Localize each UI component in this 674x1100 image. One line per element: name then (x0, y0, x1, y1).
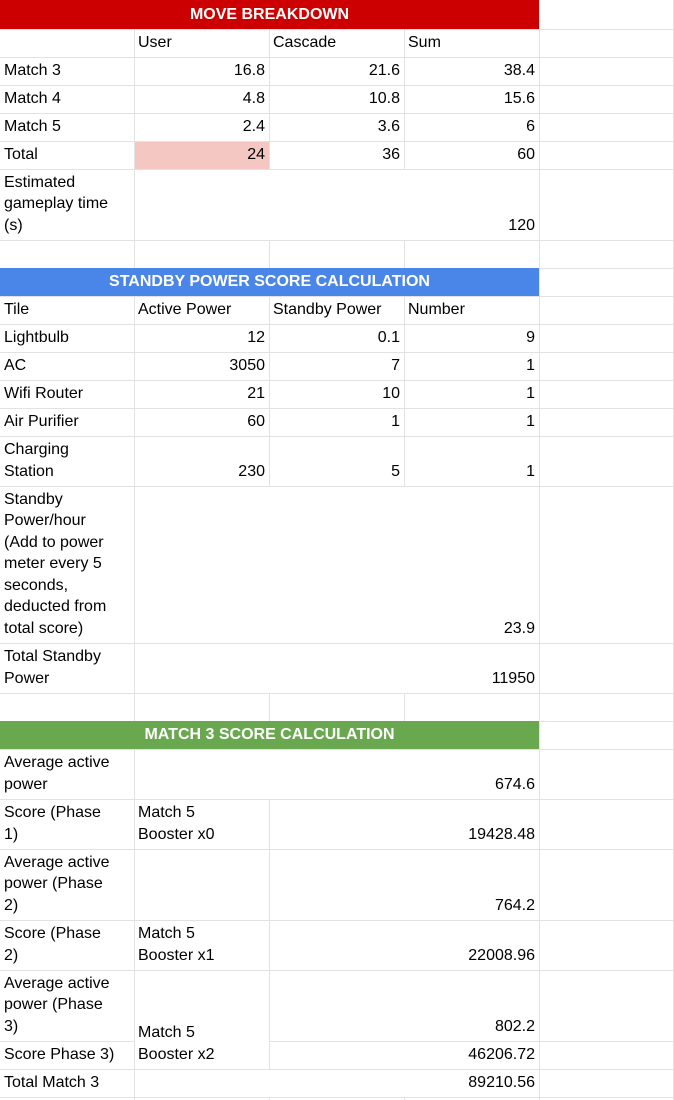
row-label-total-match3[interactable]: Total Match 3 (4, 1073, 100, 1091)
row-label-gameplay-time[interactable]: Estimated gameplay time (s) (4, 173, 109, 234)
row-label-air-purifier[interactable]: Air Purifier (4, 412, 79, 430)
col-header-active-power[interactable]: Active Power (138, 300, 232, 318)
cell-cascade[interactable]: 3.6 (377, 117, 400, 135)
cell-active[interactable]: 21 (247, 384, 265, 402)
row-label-score-phase2[interactable]: Score (Phase 2) (4, 925, 101, 964)
cell-user-total-highlighted[interactable]: 24 (135, 142, 269, 169)
cell-score-phase3[interactable]: 46206.72 (468, 1045, 535, 1063)
row-label-lightbulb[interactable]: Lightbulb (4, 328, 69, 346)
row-label-match4[interactable]: Match 4 (4, 89, 61, 107)
cell-user[interactable]: 4.8 (242, 89, 265, 107)
cell-active[interactable]: 230 (238, 462, 265, 480)
cell-gameplay-time[interactable]: 120 (508, 216, 535, 234)
cell-score-phase1[interactable]: 19428.48 (468, 825, 535, 843)
cell-standby[interactable]: 0.1 (377, 328, 400, 346)
row-label-ac[interactable]: AC (4, 356, 27, 374)
row-label-total[interactable]: Total (4, 145, 38, 163)
grid-line (539, 0, 540, 1100)
cell-standby[interactable]: 10 (382, 384, 400, 402)
cell-number[interactable]: 9 (526, 328, 535, 346)
cell-active[interactable]: 3050 (229, 356, 265, 374)
cell-sum[interactable]: 38.4 (503, 61, 535, 79)
cell-average-active-power[interactable]: 674.6 (494, 775, 535, 793)
cell-number[interactable]: 1 (526, 412, 535, 430)
cell-total-standby[interactable]: 11950 (491, 669, 535, 687)
cell-average-phase2[interactable]: 764.2 (494, 896, 535, 914)
cell-user[interactable]: 2.4 (242, 117, 265, 135)
standby-power-title: STANDBY POWER SCORE CALCULATION (109, 273, 430, 290)
cell-number[interactable]: 1 (526, 384, 535, 402)
row-label-standby-per-hour[interactable]: Standby Power/hour (Add to power meter e… (4, 490, 107, 637)
row-label-score-phase1[interactable]: Score (Phase 1) (4, 804, 101, 843)
cell-sum[interactable]: 60 (517, 145, 535, 163)
cell-booster-x0[interactable]: Match 5 Booster x0 (138, 804, 215, 843)
cell-cascade[interactable]: 36 (382, 145, 400, 163)
cell-cascade[interactable]: 10.8 (368, 89, 400, 107)
move-breakdown-header: MOVE BREAKDOWN (0, 0, 539, 29)
standby-power-header: STANDBY POWER SCORE CALCULATION (0, 268, 539, 296)
row-label-match5[interactable]: Match 5 (4, 117, 61, 135)
row-label-score-phase3[interactable]: Score Phase 3) (4, 1045, 115, 1063)
match3-header: MATCH 3 SCORE CALCULATION (0, 721, 539, 749)
row-label-total-standby[interactable]: Total Standby Power (4, 648, 101, 687)
row-label-average-phase2[interactable]: Average active power (Phase 2) (4, 853, 110, 914)
cell-standby-per-hour[interactable]: 23.9 (503, 619, 535, 637)
move-breakdown-title: MOVE BREAKDOWN (189, 5, 350, 23)
cell-user[interactable]: 16.8 (233, 61, 265, 79)
col-header-user[interactable]: User (138, 33, 172, 51)
match3-title: MATCH 3 SCORE CALCULATION (144, 726, 395, 743)
col-header-number[interactable]: Number (408, 300, 465, 318)
grid-line (134, 0, 135, 1100)
cell-sum[interactable]: 15.6 (503, 89, 535, 107)
row-label-average-active-power[interactable]: Average active power (4, 754, 110, 793)
col-header-tile[interactable]: Tile (4, 300, 30, 318)
cell-number[interactable]: 1 (526, 356, 535, 374)
cell-standby[interactable]: 1 (391, 412, 400, 430)
cell-standby[interactable]: 7 (391, 356, 400, 374)
cell-active[interactable]: 60 (247, 412, 265, 430)
cell-active[interactable]: 12 (247, 328, 265, 346)
col-header-sum[interactable]: Sum (408, 33, 441, 51)
col-header-standby-power[interactable]: Standby Power (273, 300, 382, 318)
cell-cascade[interactable]: 21.6 (368, 61, 400, 79)
cell-number[interactable]: 1 (526, 462, 535, 480)
row-label-charging-station[interactable]: Charging Station (4, 441, 69, 480)
cell-standby[interactable]: 5 (391, 462, 400, 480)
row-label-wifi-router[interactable]: Wifi Router (4, 384, 84, 402)
row-label-average-phase3[interactable]: Average active power (Phase 3) (4, 974, 110, 1035)
cell-sum[interactable]: 6 (526, 117, 535, 135)
row-label-match3[interactable]: Match 3 (4, 61, 61, 79)
col-header-cascade[interactable]: Cascade (273, 33, 337, 51)
cell-booster-x2[interactable]: Match 5 Booster x2 (138, 1024, 215, 1063)
cell-average-phase3[interactable]: 802.2 (494, 1017, 535, 1035)
cell-booster-x1[interactable]: Match 5 Booster x1 (138, 925, 215, 964)
cell-total-match3[interactable]: 89210.56 (468, 1073, 535, 1091)
cell-score-phase2[interactable]: 22008.96 (468, 946, 535, 964)
